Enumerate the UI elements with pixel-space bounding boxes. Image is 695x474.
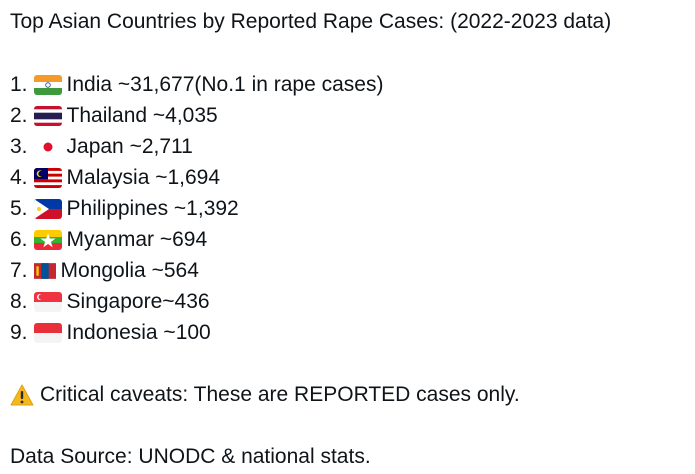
item-number: 6. xyxy=(10,228,28,251)
flag-singapore xyxy=(33,291,62,312)
list-item: 9. Indonesia ~100 xyxy=(10,317,211,348)
item-text: Mongolia ~564 xyxy=(60,259,199,282)
item-number: 4. xyxy=(10,166,28,189)
item-number: 9. xyxy=(10,321,28,344)
item-text: Philippines ~1,392 xyxy=(66,197,239,220)
list-item: 5. Philippines ~1,392 xyxy=(10,193,239,224)
item-text: India ~31,677(No.1 in rape cases) xyxy=(66,73,384,96)
title: Top Asian Countries by Reported Rape Cas… xyxy=(10,10,612,33)
list-item: 2. Thailand ~4,035 xyxy=(10,100,218,131)
item-number: 1. xyxy=(10,73,28,96)
item-text: Indonesia ~100 xyxy=(66,321,211,344)
list-item: 8. Singapore~436 xyxy=(10,286,210,317)
flag-malaysia xyxy=(33,167,62,188)
list-item: 6. Myanmar ~694 xyxy=(10,224,207,255)
flag-myanmar xyxy=(33,229,62,250)
flag-mongolia xyxy=(33,262,56,279)
flag-japan xyxy=(33,136,62,157)
item-number: 2. xyxy=(10,104,28,127)
flag-indonesia xyxy=(33,322,62,343)
flag-philippines xyxy=(33,198,62,219)
source: Data Source: UNODC & national stats. xyxy=(10,445,371,468)
list-item: 1. India ~31,677(No.1 in rape cases) xyxy=(10,69,383,100)
item-number: 3. xyxy=(10,135,28,158)
list-item: 4. Malaysia ~1,694 xyxy=(10,162,220,193)
list-item: 7. Mongolia ~564 xyxy=(10,255,199,286)
item-text: Thailand ~4,035 xyxy=(66,104,218,127)
list-item: 3. Japan ~2,711 xyxy=(10,131,193,162)
item-number: 5. xyxy=(10,197,28,220)
item-text: Myanmar ~694 xyxy=(66,228,208,251)
item-number: 7. xyxy=(10,259,28,282)
warning-icon xyxy=(10,384,34,405)
item-number: 8. xyxy=(10,290,28,313)
caveat-line: Critical caveats: These are REPORTED cas… xyxy=(10,379,520,410)
item-text: Japan ~2,711 xyxy=(66,135,193,158)
flag-thailand xyxy=(33,105,62,126)
caveat: Critical caveats: These are REPORTED cas… xyxy=(40,383,520,406)
flag-india xyxy=(33,74,62,95)
item-text: Malaysia ~1,694 xyxy=(66,166,221,189)
item-text: Singapore~436 xyxy=(66,290,210,313)
